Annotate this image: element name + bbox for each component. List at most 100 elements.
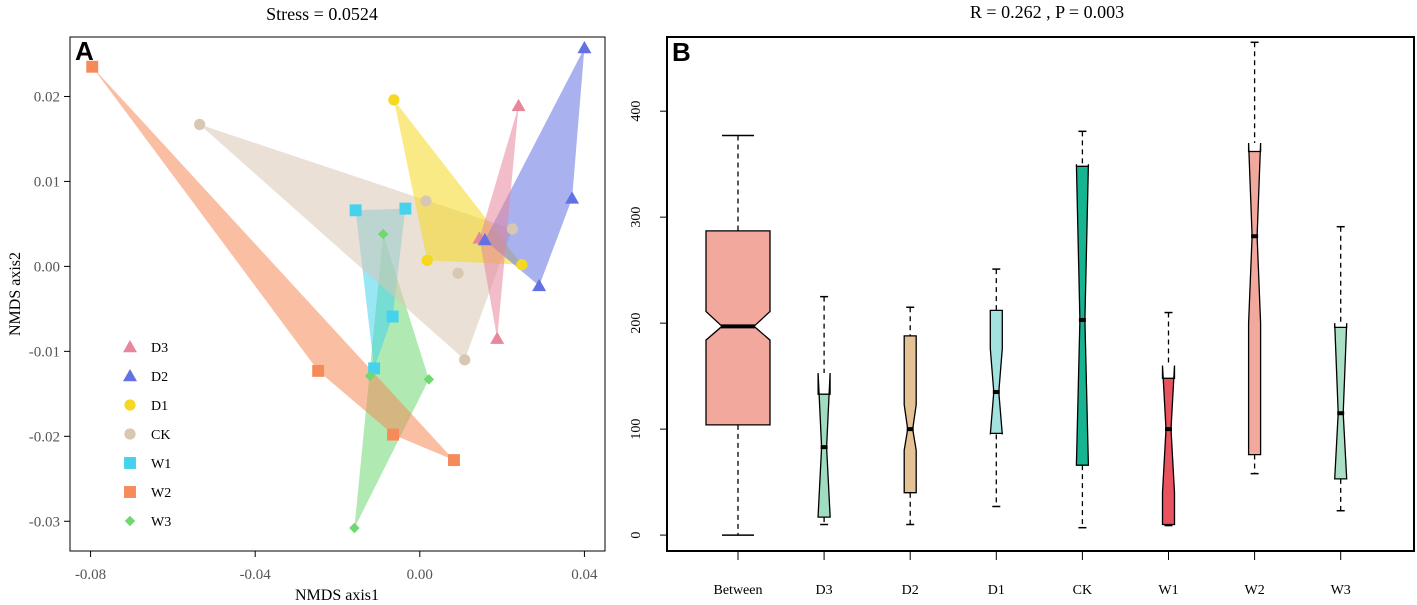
box-w1: [1161, 311, 1176, 527]
box-d3: [817, 295, 831, 526]
y-tick-label: 100: [629, 419, 644, 440]
legend-label-ck: CK: [151, 428, 170, 443]
point-w1-1: [349, 204, 362, 217]
x-tick-label: 0.00: [407, 567, 433, 583]
point-w1-4: [368, 362, 381, 375]
plot-frame: [666, 36, 1415, 552]
x-tick-label: 0.04: [571, 567, 598, 583]
box-w3: [1334, 225, 1348, 512]
hull-d1: [393, 99, 522, 265]
point-w3-4: [349, 522, 360, 534]
x-tick-label-d3: D3: [816, 583, 833, 598]
x-tick-label: -0.08: [75, 567, 106, 583]
panel-b-letter: B: [672, 37, 691, 67]
point-w1-3: [386, 310, 399, 323]
box-body: [1247, 142, 1262, 456]
box-w2: [1247, 41, 1262, 475]
x-tick-label-d2: D2: [902, 583, 919, 598]
legend-label-w3: W3: [151, 515, 171, 530]
y-tick-label: 0: [629, 532, 644, 539]
box-between: [705, 134, 771, 536]
y-tick-label: -0.02: [29, 429, 60, 445]
hull-w3: [354, 234, 429, 529]
panel-b-title: R = 0.262 , P = 0.003: [970, 2, 1124, 22]
point-w2-2: [312, 364, 325, 377]
y-tick-label: -0.03: [29, 514, 60, 530]
box-body: [817, 372, 831, 518]
point-d1-3: [516, 259, 528, 271]
box-ck: [1075, 130, 1090, 529]
hull-w2: [92, 66, 454, 461]
box-body: [1075, 164, 1090, 466]
panel-b-anosim: R = 0.262 , P = 0.003 B 0 100 200 300 400 Be…: [629, 2, 1415, 598]
legend: D3 D2 D1 CK W1 W2 W3: [123, 340, 171, 530]
x-tick-label: -0.04: [240, 567, 272, 583]
legend-marker-d1: [124, 399, 136, 411]
y-tick-label: 0.01: [34, 174, 60, 190]
x-tick-label-ck: CK: [1073, 583, 1092, 598]
legend-marker-d3: [123, 340, 137, 353]
point-w1-2: [399, 202, 412, 215]
x-axis-label: NMDS axis1: [295, 587, 379, 604]
point-w3-3: [423, 374, 435, 385]
point-ck-3: [452, 267, 464, 279]
box-d1: [989, 268, 1003, 508]
x-tick-label-d1: D1: [988, 583, 1005, 598]
point-ck-2: [420, 195, 432, 207]
point-d3-2: [511, 98, 526, 112]
legend-label-d3: D3: [151, 341, 168, 356]
legend-label-d2: D2: [151, 370, 168, 385]
legend-marker-w3: [124, 515, 136, 527]
y-tick-label: 300: [629, 207, 644, 228]
panel-a-letter: A: [75, 36, 94, 66]
point-w2-1: [86, 60, 99, 73]
point-ck-1: [194, 118, 206, 131]
y-tick-label: -0.01: [29, 344, 60, 360]
data-points: [86, 41, 592, 534]
box-body: [1161, 365, 1176, 526]
point-d3-3: [490, 331, 505, 344]
point-w2-4: [448, 454, 460, 467]
legend-marker-w1: [124, 457, 136, 469]
plot-frame: [69, 36, 606, 552]
point-d2-2: [565, 191, 580, 204]
legend-label-w1: W1: [151, 457, 171, 472]
point-w3-1: [377, 228, 389, 240]
point-w3-2: [364, 370, 376, 382]
box-body: [903, 335, 917, 494]
y-tick-label: 0.00: [34, 259, 60, 275]
group-hulls: [92, 48, 585, 529]
x-axis: Between D3 D2 D1 CK W1 W2 W3: [714, 550, 1351, 598]
box-body: [989, 309, 1003, 435]
x-axis: -0.08 -0.04 0.00 0.04: [75, 551, 598, 583]
y-tick-label: 400: [629, 101, 644, 122]
y-tick-label: 200: [629, 313, 644, 334]
box-d2: [903, 306, 917, 526]
legend-label-d1: D1: [151, 399, 168, 414]
x-tick-label-w3: W3: [1331, 583, 1351, 598]
legend-marker-w2: [124, 486, 136, 498]
x-tick-label-w2: W2: [1244, 583, 1264, 598]
x-tick-label-w1: W1: [1158, 583, 1178, 598]
point-d2-1: [577, 41, 592, 54]
point-ck-5: [459, 354, 471, 366]
y-axis-label: NMDS axis2: [7, 252, 24, 336]
hull-d3: [479, 105, 519, 339]
y-axis: 0 100 200 300 400: [629, 101, 668, 539]
legend-marker-ck: [124, 428, 136, 440]
point-d1-1: [388, 94, 400, 106]
panel-a-title: Stress = 0.0524: [266, 4, 378, 24]
y-tick-label: 0.02: [34, 89, 60, 105]
hull-ck: [199, 124, 513, 360]
y-axis: -0.03 -0.02 -0.01 0.00 0.01 0.02: [29, 89, 70, 530]
x-tick-label-between: Between: [714, 583, 763, 598]
legend-label-w2: W2: [151, 486, 171, 501]
point-ck-4: [506, 223, 519, 235]
point-d2-3: [532, 278, 547, 292]
legend-marker-d2: [123, 369, 137, 382]
point-d1-2: [421, 254, 433, 267]
boxplots: [705, 41, 1348, 536]
box-body: [1334, 323, 1348, 480]
